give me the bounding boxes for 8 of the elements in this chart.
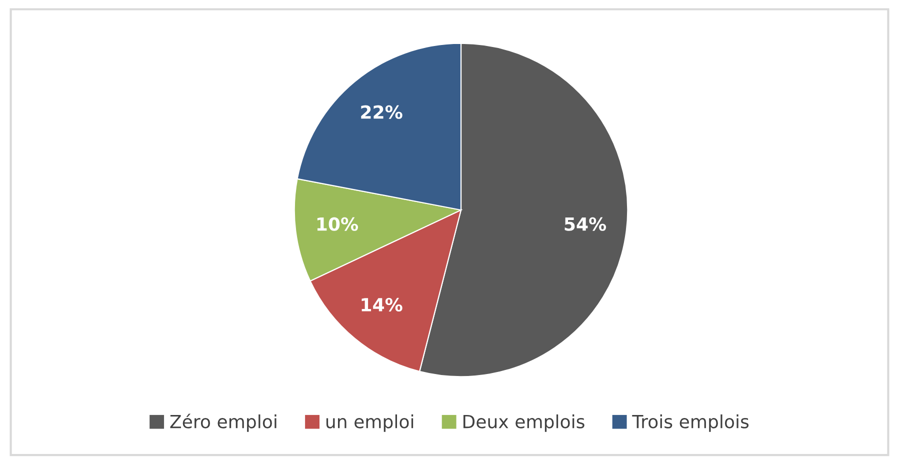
legend-label: un emploi xyxy=(326,414,414,432)
data-label: 10% xyxy=(317,217,358,231)
legend-label: Deux emplois xyxy=(463,414,584,432)
data-label: 54% xyxy=(564,217,606,231)
legend-label: Trois emplois xyxy=(632,414,749,432)
data-label: 22% xyxy=(361,105,402,119)
legend-label: Zéro emploi xyxy=(170,414,276,432)
data-label: 14% xyxy=(362,298,402,312)
